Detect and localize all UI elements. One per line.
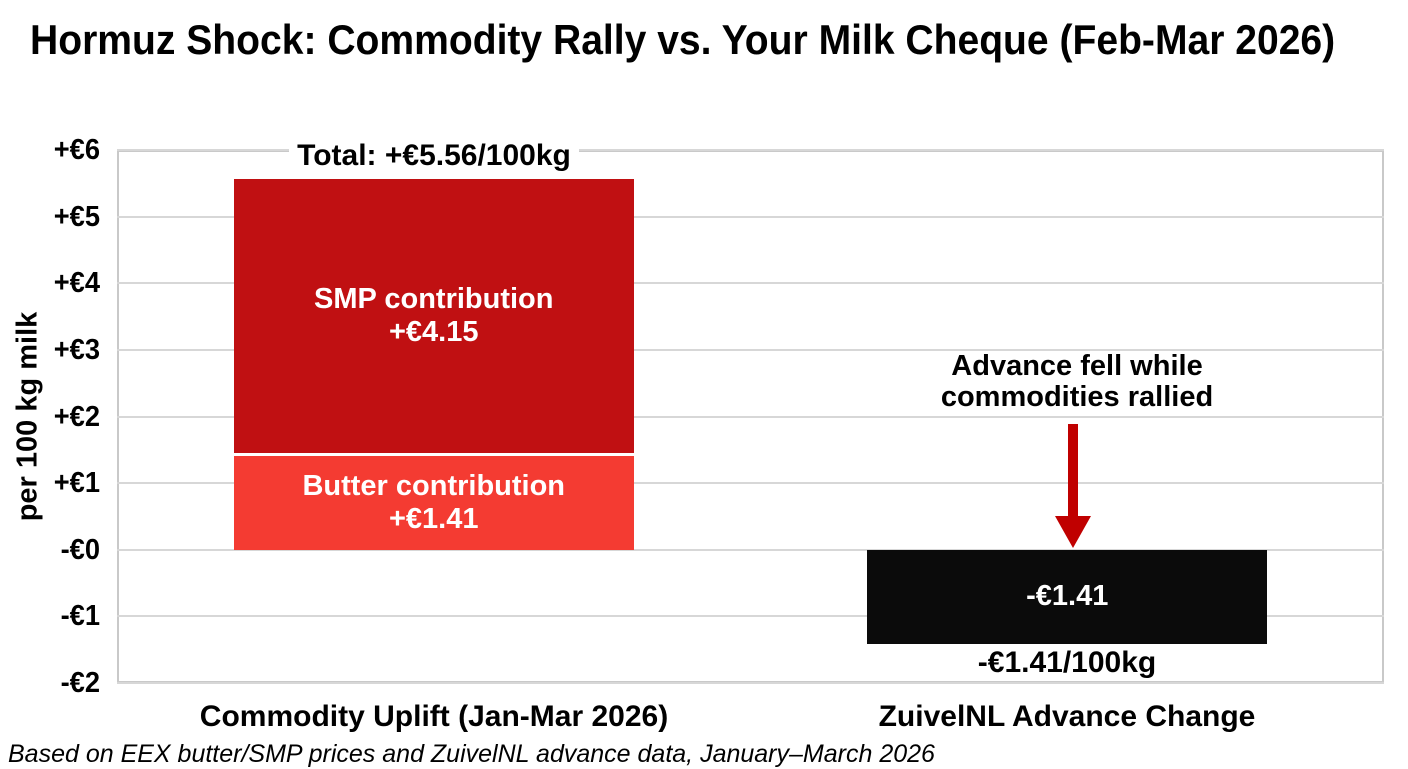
gridline-+€5 bbox=[117, 215, 1384, 218]
y-tick-€1: -€1 bbox=[60, 600, 100, 633]
gridline-+€4 bbox=[117, 282, 1384, 285]
y-tick-+€3: +€3 bbox=[53, 333, 100, 366]
annotation-line-2: commodities rallied bbox=[935, 382, 1219, 413]
butter-contribution-label-line: +€1.41 bbox=[388, 502, 479, 535]
annotation-arrow-head-icon bbox=[1055, 516, 1091, 548]
gridline-+€6 bbox=[117, 149, 1384, 151]
x-axis-label-commodity-uplift: Commodity Uplift (Jan-Mar 2026) bbox=[199, 700, 669, 733]
source-footnote: Based on EEX butter/SMP prices and Zuive… bbox=[8, 740, 935, 768]
y-axis-label: per 100 kg milk bbox=[11, 311, 44, 522]
gridline-€2 bbox=[117, 682, 1384, 684]
total-value-label: Total: +€5.56/100kg bbox=[234, 139, 634, 173]
y-tick-€0: -€0 bbox=[60, 533, 100, 566]
advance-change-value-label: -€1.41/100kg bbox=[977, 646, 1157, 679]
y-tick-€2: -€2 bbox=[60, 667, 100, 699]
annotation-line-1: Advance fell while bbox=[946, 351, 1208, 382]
gridline-+€2 bbox=[117, 415, 1384, 418]
y-tick-+€1: +€1 bbox=[53, 467, 100, 500]
y-tick-+€2: +€2 bbox=[53, 400, 100, 433]
advance-change-bar-segment: -€1.41 bbox=[867, 549, 1268, 644]
gridline-€1 bbox=[117, 615, 1384, 618]
advance-change-label-line: -€1.41 bbox=[1026, 580, 1109, 613]
annotation-text: Advance fell while commodities rallied bbox=[867, 351, 1287, 413]
smp-contribution-label-line: +€4.15 bbox=[388, 316, 479, 349]
y-tick-+€5: +€5 bbox=[53, 200, 100, 233]
annotation-arrow-shaft bbox=[1068, 424, 1078, 518]
butter-contribution-label-line: Butter contribution bbox=[302, 469, 566, 502]
gridline-+€3 bbox=[117, 348, 1384, 351]
butter-contribution-bar-segment: Butter contribution +€1.41 bbox=[233, 455, 634, 550]
y-tick-+€6: +€6 bbox=[53, 134, 100, 166]
gridline-+€1 bbox=[117, 482, 1384, 485]
chart-title: Hormuz Shock: Commodity Rally vs. Your M… bbox=[30, 16, 1336, 63]
y-tick-+€4: +€4 bbox=[53, 267, 100, 300]
gridline-€0 bbox=[117, 548, 1384, 551]
smp-contribution-bar-segment: SMP contribution +€4.15 bbox=[233, 179, 634, 456]
x-axis-label-zuivelnl-advance: ZuivelNL Advance Change bbox=[878, 700, 1256, 733]
smp-contribution-label-line: SMP contribution bbox=[313, 283, 554, 316]
